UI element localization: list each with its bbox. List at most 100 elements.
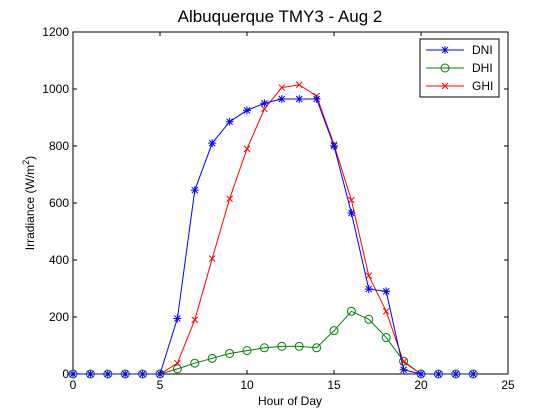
series-ghi-point-stroke xyxy=(400,358,407,366)
x-tick-label: 0 xyxy=(70,378,77,392)
legend-label-dhi: DHI xyxy=(472,61,493,75)
series-dhi-point xyxy=(242,346,252,356)
series-dni-point-stroke xyxy=(417,370,425,378)
series-dni-point-stroke xyxy=(87,370,94,378)
y-axis: 0 200 400 600 800 1000 1200 xyxy=(42,25,508,381)
y-axis-title-main: Irradiance (W/m xyxy=(23,165,37,250)
series-dni-point xyxy=(69,370,77,378)
series-layer xyxy=(68,81,478,379)
series-dni-point-stroke xyxy=(452,370,460,378)
series-ghi-point xyxy=(365,272,373,280)
series-dni-point-stroke xyxy=(435,370,442,378)
series-dni-point-stroke xyxy=(295,95,303,103)
series-dni-point-stroke xyxy=(469,370,477,378)
series-dni-point xyxy=(295,94,304,103)
series-dhi-point xyxy=(172,364,182,374)
series-ghi-point-stroke xyxy=(191,316,199,324)
series-ghi-point-stroke xyxy=(365,272,373,280)
series-dni-point xyxy=(260,99,269,108)
series-dni-point xyxy=(173,314,182,323)
series-dni-point-stroke xyxy=(104,370,112,378)
series-dhi-point xyxy=(294,341,304,351)
series-dhi-point xyxy=(381,333,391,343)
series-dhi-point xyxy=(399,356,409,366)
y-tick-label: 400 xyxy=(49,253,69,267)
series-ghi-point xyxy=(261,105,268,113)
series-ghi-point-stroke xyxy=(261,105,268,113)
series-ghi-point xyxy=(208,255,216,262)
x-tick-label: 20 xyxy=(414,378,428,392)
series-ghi-point-stroke xyxy=(348,196,355,204)
x-tick-label: 25 xyxy=(501,378,515,392)
series-dni xyxy=(69,94,478,378)
legend-marker-dhi xyxy=(440,63,450,73)
series-ghi-point xyxy=(382,307,390,315)
series-ghi-point-stroke xyxy=(278,84,286,91)
series-dni-point xyxy=(347,208,356,217)
series-dni-point-stroke xyxy=(121,370,129,378)
x-tick-label: 15 xyxy=(327,378,341,392)
series-dni-point-stroke xyxy=(278,95,286,103)
series-ghi-point-stroke xyxy=(208,255,216,262)
series-dni-point xyxy=(243,106,251,115)
series-dni-point-stroke xyxy=(139,370,146,378)
legend-item-dni: DNI xyxy=(426,43,493,57)
legend-marker-ghi xyxy=(441,82,449,90)
series-ghi-point-stroke xyxy=(174,359,181,367)
x-axis-title: Hour of Day xyxy=(258,394,322,408)
series-ghi-point-stroke xyxy=(243,145,251,153)
series-dni-point xyxy=(382,287,391,296)
series-dni-point xyxy=(312,94,321,103)
series-dni-point xyxy=(225,117,234,126)
series-dni-point xyxy=(434,370,443,378)
series-dni-point-stroke xyxy=(226,118,233,126)
legend-label-ghi: GHI xyxy=(472,79,493,93)
y-axis-title: Irradiance (W/m2) xyxy=(21,156,37,250)
series-ghi-point-stroke xyxy=(226,195,233,203)
legend-label-dni: DNI xyxy=(472,43,493,57)
series-dhi-point xyxy=(346,306,356,316)
series-dni-point-stroke xyxy=(261,99,268,107)
y-axis-title-close: ) xyxy=(23,156,37,160)
series-ghi-point-stroke xyxy=(382,307,390,315)
legend: DNI DHI GHI xyxy=(419,38,500,98)
series-dni-point-stroke xyxy=(156,370,164,378)
series-dni-point xyxy=(86,370,95,378)
series-dni-point-stroke xyxy=(365,285,373,293)
series-ghi-point xyxy=(174,359,181,367)
series-dni-point-stroke xyxy=(400,366,407,374)
series-dni-point-stroke xyxy=(243,107,251,114)
series-dni-point xyxy=(399,365,408,374)
series-ghi-point xyxy=(348,196,355,204)
series-dni-point xyxy=(364,285,373,294)
series-dni-point-stroke xyxy=(348,209,355,217)
y-tick-label: 800 xyxy=(49,139,69,153)
series-dhi-point xyxy=(190,358,200,368)
legend-marker-ghi-stroke xyxy=(441,82,449,90)
series-dni-point xyxy=(451,370,460,378)
y-tick-label: 200 xyxy=(49,310,69,324)
series-dni-point-stroke xyxy=(191,186,199,194)
y-tick-label: 1200 xyxy=(42,25,69,39)
series-dni-point-stroke xyxy=(330,142,338,150)
series-dhi-point xyxy=(277,341,287,351)
series-dni-point-stroke xyxy=(208,139,216,147)
series-dni-point xyxy=(469,370,478,378)
series-ghi-point xyxy=(191,316,199,324)
series-dhi-point xyxy=(259,343,269,353)
series-ghi-point xyxy=(278,84,286,91)
series-dni-point xyxy=(156,370,164,378)
series-ghi-point xyxy=(295,81,303,89)
series-dni-point xyxy=(277,94,286,103)
series-dni-point-stroke xyxy=(313,95,320,103)
series-ghi-point xyxy=(243,145,251,153)
series-dni-point xyxy=(330,142,338,150)
series-dni-point xyxy=(190,186,199,195)
x-tick-label: 5 xyxy=(157,378,164,392)
y-axis-title-sup: 2 xyxy=(21,160,31,165)
legend-marker-dni-stroke xyxy=(441,46,449,54)
series-dni-point xyxy=(208,139,217,148)
y-tick-label: 0 xyxy=(62,367,69,381)
